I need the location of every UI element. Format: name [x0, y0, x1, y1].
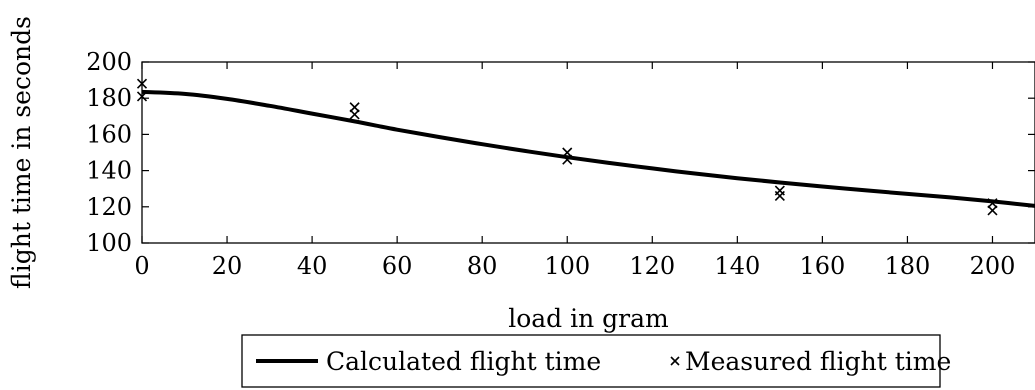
measured-point	[562, 147, 573, 158]
y-tick-label: 140	[86, 157, 132, 185]
y-axis-title: flight time in seconds	[7, 16, 36, 289]
calculated-flight-time-line	[141, 89, 1035, 208]
legend: Calculated flight time Measured flight t…	[241, 334, 951, 388]
measured-point	[987, 205, 998, 216]
measured-point	[349, 102, 360, 113]
legend-measured-swatch	[670, 356, 680, 366]
plot-frame	[141, 61, 1035, 244]
legend-calculated-label: Calculated flight time	[326, 347, 601, 376]
y-tick-label: 200	[86, 48, 132, 76]
measured-point	[987, 198, 998, 209]
x-tick-label: 180	[885, 252, 931, 280]
x-tick-label: 0	[134, 252, 149, 280]
y-tick-label: 100	[86, 229, 132, 257]
x-tick-label: 80	[467, 252, 498, 280]
measured-point	[562, 154, 573, 165]
legend-measured-marker	[670, 356, 680, 366]
x-tick-label: 100	[544, 252, 590, 280]
x-tick-label: 200	[970, 252, 1016, 280]
y-tick-label: 120	[86, 193, 132, 221]
measured-point	[774, 190, 785, 202]
y-tick-label: 180	[86, 84, 132, 112]
x-tick-label: 20	[212, 252, 243, 280]
tick-marks	[141, 61, 1035, 244]
tick-labels: 0 20 40 60 80 100 120 140 160 180 200 100 120 140 160 1…	[86, 48, 1015, 280]
x-axis-title: load in gram	[508, 304, 669, 333]
legend-box	[241, 334, 941, 388]
x-tick-label: 120	[629, 252, 675, 280]
x-tick-label: 60	[382, 252, 413, 280]
x-tick-label: 140	[714, 252, 760, 280]
x-tick-label: 40	[297, 252, 328, 280]
legend-measured-label: Measured flight time	[685, 347, 951, 376]
x-tick-label: 160	[799, 252, 845, 280]
measured-point	[349, 109, 360, 120]
y-tick-label: 160	[86, 120, 132, 148]
series-layer	[136, 78, 1035, 216]
